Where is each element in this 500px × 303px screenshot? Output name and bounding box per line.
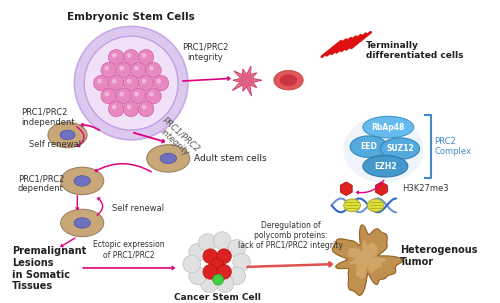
- Ellipse shape: [280, 74, 297, 86]
- Circle shape: [138, 101, 154, 117]
- Polygon shape: [340, 182, 352, 195]
- Circle shape: [216, 249, 232, 264]
- Circle shape: [142, 53, 146, 58]
- Circle shape: [146, 62, 161, 78]
- Circle shape: [124, 49, 139, 65]
- Text: Cancer Stem Cell: Cancer Stem Cell: [174, 293, 260, 302]
- Text: Deregulation of
polycomb proteins:
lack of PRC1/PRC2 integrity: Deregulation of polycomb proteins: lack …: [238, 221, 343, 250]
- Text: Embryonic Stem Cells: Embryonic Stem Cells: [67, 12, 195, 22]
- Circle shape: [104, 66, 109, 71]
- Circle shape: [124, 101, 139, 117]
- Text: Ectopic expression
of PRC1/PRC2: Ectopic expression of PRC1/PRC2: [94, 240, 165, 259]
- Circle shape: [142, 79, 146, 84]
- Circle shape: [108, 49, 124, 65]
- Circle shape: [210, 259, 224, 273]
- Text: EZH2: EZH2: [374, 162, 396, 171]
- Circle shape: [203, 265, 218, 279]
- Circle shape: [153, 75, 168, 91]
- Text: Premalignant
Lesions
in Somatic
Tissues: Premalignant Lesions in Somatic Tissues: [12, 246, 86, 291]
- Circle shape: [108, 101, 124, 117]
- Circle shape: [94, 75, 109, 91]
- Ellipse shape: [368, 199, 384, 212]
- Polygon shape: [232, 66, 262, 96]
- Circle shape: [138, 75, 154, 91]
- Ellipse shape: [238, 73, 254, 87]
- Circle shape: [142, 105, 146, 109]
- Text: Terminally
differentiated cells: Terminally differentiated cells: [366, 41, 464, 61]
- Circle shape: [216, 275, 234, 292]
- Ellipse shape: [274, 70, 303, 90]
- Circle shape: [156, 79, 161, 84]
- Ellipse shape: [60, 167, 104, 195]
- Circle shape: [200, 275, 218, 292]
- Circle shape: [101, 88, 116, 104]
- Text: PRC1/PRC2
dependent: PRC1/PRC2 dependent: [18, 174, 64, 194]
- Text: Self renewal: Self renewal: [29, 140, 81, 149]
- Text: Heterogenous
Tumor: Heterogenous Tumor: [400, 245, 477, 267]
- Ellipse shape: [48, 122, 87, 148]
- Circle shape: [104, 92, 109, 96]
- Ellipse shape: [350, 136, 388, 158]
- Circle shape: [189, 244, 206, 261]
- Text: Adult stem cells: Adult stem cells: [194, 154, 266, 163]
- Circle shape: [124, 75, 139, 91]
- Circle shape: [189, 267, 206, 285]
- Circle shape: [127, 53, 132, 58]
- Circle shape: [233, 253, 250, 271]
- Circle shape: [134, 66, 139, 71]
- Ellipse shape: [160, 153, 176, 164]
- Text: PRC1/PRC2
integrity: PRC1/PRC2 integrity: [154, 116, 202, 162]
- Ellipse shape: [84, 36, 178, 130]
- Ellipse shape: [146, 145, 190, 172]
- Circle shape: [134, 92, 139, 96]
- Polygon shape: [376, 182, 388, 195]
- Circle shape: [116, 62, 132, 78]
- Circle shape: [149, 92, 154, 96]
- Text: PRC2
Complex: PRC2 Complex: [434, 137, 472, 156]
- Circle shape: [138, 49, 154, 65]
- Circle shape: [130, 62, 146, 78]
- Text: H3K27me3: H3K27me3: [402, 184, 448, 193]
- Circle shape: [130, 88, 146, 104]
- Circle shape: [127, 79, 132, 84]
- Circle shape: [228, 240, 246, 257]
- Polygon shape: [348, 240, 386, 279]
- Circle shape: [203, 249, 218, 264]
- Ellipse shape: [380, 138, 420, 159]
- Circle shape: [198, 234, 216, 251]
- Circle shape: [120, 66, 124, 71]
- Circle shape: [146, 88, 161, 104]
- Circle shape: [228, 267, 246, 285]
- Polygon shape: [332, 225, 402, 295]
- Circle shape: [97, 79, 102, 84]
- Circle shape: [112, 79, 116, 84]
- Circle shape: [183, 255, 200, 273]
- Text: SUZ12: SUZ12: [386, 144, 414, 153]
- Text: PRC1/PRC2
independent: PRC1/PRC2 independent: [22, 108, 75, 127]
- Circle shape: [213, 274, 224, 285]
- Circle shape: [112, 105, 116, 109]
- Circle shape: [108, 75, 124, 91]
- Circle shape: [116, 88, 132, 104]
- Ellipse shape: [60, 209, 104, 237]
- Ellipse shape: [74, 176, 90, 186]
- Circle shape: [112, 53, 116, 58]
- Text: Self renewal: Self renewal: [112, 204, 164, 213]
- Circle shape: [216, 265, 232, 279]
- Ellipse shape: [60, 130, 75, 140]
- Ellipse shape: [363, 155, 408, 177]
- Text: EED: EED: [360, 142, 377, 151]
- Ellipse shape: [74, 26, 188, 140]
- Text: RbAp48: RbAp48: [372, 123, 405, 132]
- Circle shape: [149, 66, 154, 71]
- Circle shape: [101, 62, 116, 78]
- Ellipse shape: [363, 116, 414, 138]
- Text: PRC1/PRC2
integrity: PRC1/PRC2 integrity: [182, 42, 228, 62]
- Ellipse shape: [344, 199, 360, 212]
- Circle shape: [213, 232, 231, 249]
- Circle shape: [120, 92, 124, 96]
- Ellipse shape: [344, 116, 423, 183]
- Ellipse shape: [74, 218, 90, 228]
- Circle shape: [127, 105, 132, 109]
